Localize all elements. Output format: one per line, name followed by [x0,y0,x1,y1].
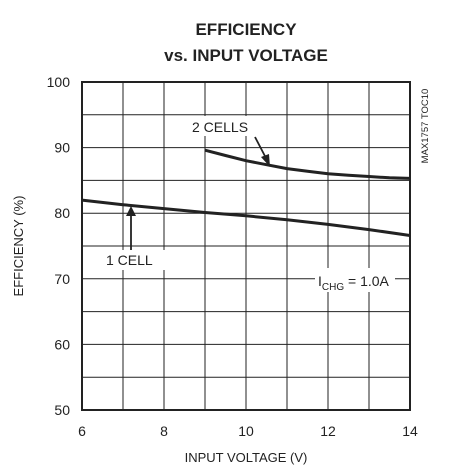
series-line-1 [81,198,411,237]
condition-rest: = 1.0A [344,273,389,289]
axis-ticks: 6 8 10 12 14 50 60 70 80 90 100 [47,74,418,439]
x-tick-label: 6 [78,423,86,439]
y-tick-label: 60 [54,336,70,352]
arrow-2-cells-head [261,154,270,167]
series-label-1-cell: 1 CELL [106,252,153,268]
y-tick-label: 70 [54,271,70,287]
y-tick-label: 50 [54,402,70,418]
plot-frame [81,81,411,411]
condition-subscript: CHG [322,282,344,293]
label-bg-1-cell [104,250,168,270]
chart-title-line-1: EFFICIENCY [195,20,297,39]
x-tick-label: 8 [160,423,168,439]
x-tick-label: 10 [238,423,254,439]
label-bg-2-cells [190,116,280,136]
part-code: MAX1757 TOC10 [420,89,431,164]
chart-title-line-2: vs. INPUT VOLTAGE [164,46,328,65]
condition-annotation: ICHG = 1.0A [318,273,390,293]
part-code-bg [417,84,431,170]
grid-lines [82,82,410,410]
condition-bg [315,268,395,292]
arrow-1-cell-head [126,206,136,216]
y-tick-label: 90 [54,140,70,156]
x-tick-label: 14 [402,423,418,439]
x-axis-label: INPUT VOLTAGE (V) [185,450,308,465]
y-axis-label: EFFICIENCY (%) [11,196,26,297]
condition-base: I [318,273,322,289]
series-line-0 [204,148,411,180]
series-lines [81,148,411,237]
series-label-2-cells: 2 CELLS [192,119,248,135]
y-tick-label: 80 [54,205,70,221]
y-tick-label: 100 [47,74,71,90]
x-tick-label: 12 [320,423,336,439]
